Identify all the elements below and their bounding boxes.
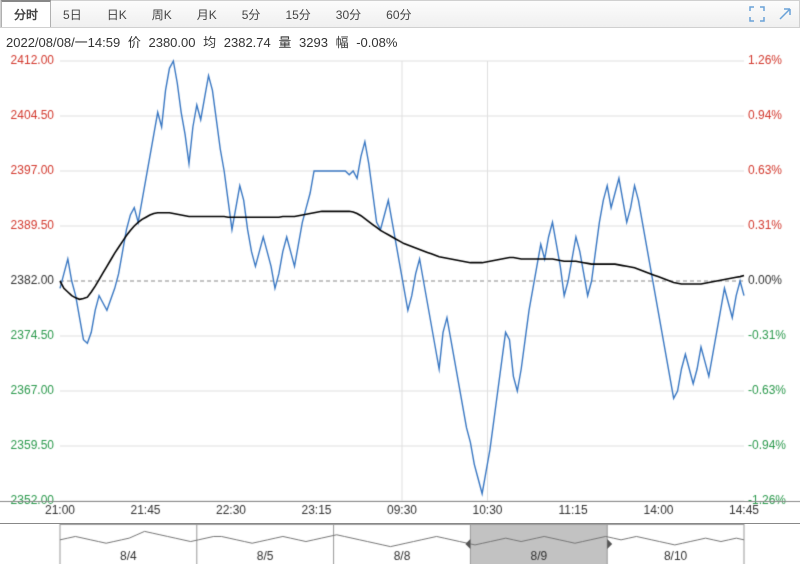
tab-8[interactable]: 60分 bbox=[374, 1, 424, 27]
tab-6[interactable]: 15分 bbox=[273, 1, 323, 27]
quote-info-row: 2022/08/08/一14:59 价 2380.00 均 2382.74 量 … bbox=[0, 28, 800, 53]
info-avg: 2382.74 bbox=[224, 35, 271, 50]
fullscreen-icon[interactable] bbox=[747, 4, 767, 24]
info-change: -0.08% bbox=[356, 35, 397, 50]
info-datetime: 2022/08/08/一14:59 bbox=[6, 35, 120, 50]
tab-5[interactable]: 5分 bbox=[230, 1, 274, 27]
tab-0[interactable]: 分时 bbox=[1, 0, 51, 27]
tab-1[interactable]: 5日 bbox=[51, 1, 95, 27]
chart-period-toolbar: 分时5日日K周K月K5分15分30分60分 bbox=[0, 0, 800, 28]
tab-7[interactable]: 30分 bbox=[324, 1, 374, 27]
share-icon[interactable] bbox=[775, 4, 795, 24]
mini-chart-canvas[interactable] bbox=[0, 524, 800, 564]
tab-3[interactable]: 周K bbox=[140, 1, 185, 27]
tab-4[interactable]: 月K bbox=[185, 1, 230, 27]
info-price: 2380.00 bbox=[148, 35, 195, 50]
date-navigator[interactable] bbox=[0, 523, 800, 564]
price-chart-canvas[interactable] bbox=[0, 53, 800, 523]
info-volume-label: 量 bbox=[278, 35, 291, 50]
tab-2[interactable]: 日K bbox=[95, 1, 140, 27]
info-price-label: 价 bbox=[128, 35, 141, 50]
info-volume: 3293 bbox=[299, 35, 328, 50]
info-avg-label: 均 bbox=[203, 35, 216, 50]
price-chart-area[interactable] bbox=[0, 53, 800, 523]
info-change-label: 幅 bbox=[336, 35, 349, 50]
tabs-host: 分时5日日K周K月K5分15分30分60分 bbox=[1, 1, 425, 27]
